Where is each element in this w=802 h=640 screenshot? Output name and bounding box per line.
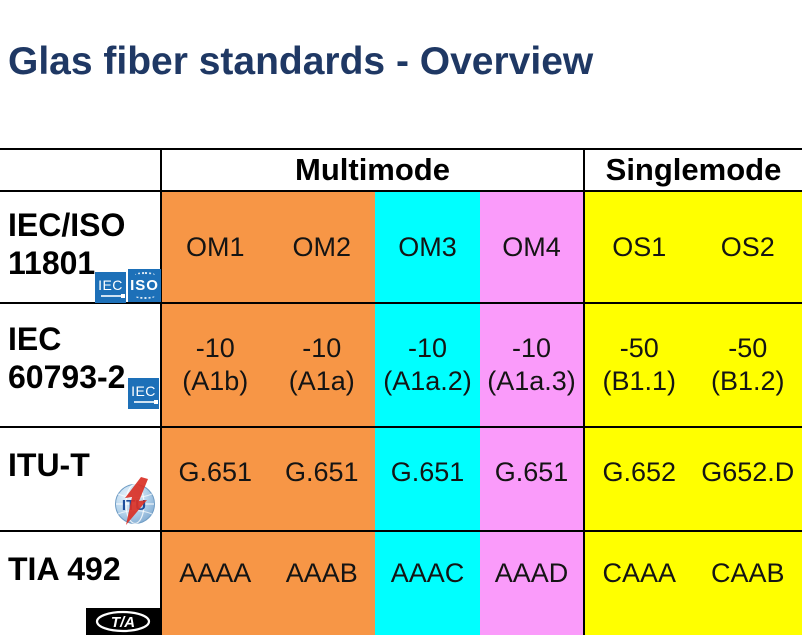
- row-label-text: TIA 492: [0, 532, 160, 588]
- cell-11801-om2: OM2: [269, 192, 376, 302]
- cell-itut-om4: G.651: [480, 428, 585, 530]
- cell-itut-os2: G652.D: [694, 428, 802, 530]
- cell-tia-os1: CAAA: [585, 532, 694, 635]
- cell-11801-om3: OM3: [375, 192, 480, 302]
- cell-60793-om1: -10(A1b): [162, 304, 269, 426]
- page-title: Glas fiber standards - Overview: [8, 40, 593, 84]
- table-row-iec-iso-11801: IEC/ISO 11801 IEC ISO OM1 OM2 OM3 OM4 OS…: [0, 192, 802, 304]
- cell-itut-om1: G.651: [162, 428, 269, 530]
- header-multimode: Multimode: [162, 150, 585, 190]
- cell-tia-om4: AAAD: [480, 532, 585, 635]
- row-label-iec-iso-11801: IEC/ISO 11801 IEC ISO: [0, 192, 162, 302]
- itu-logo: ITU: [114, 477, 156, 527]
- cell-60793-om3: -10(A1a.2): [375, 304, 480, 426]
- cell-itut-om3: G.651: [375, 428, 480, 530]
- cell-11801-os2: OS2: [694, 192, 802, 302]
- cell-tia-os2: CAAB: [694, 532, 802, 635]
- cell-tia-om1: AAAA: [162, 532, 269, 635]
- standards-table: Multimode Singlemode IEC/ISO 11801 IEC I…: [0, 148, 802, 635]
- tia-logo: T/A: [86, 608, 160, 635]
- row-label-tia-492: TIA 492 T/A: [0, 532, 162, 635]
- iec-logo: IEC: [95, 272, 126, 303]
- table-row-iec-60793-2: IEC 60793-2 IEC -10(A1b) -10(A1a) -10(A1…: [0, 304, 802, 428]
- header-empty-cell: [0, 150, 162, 190]
- table-row-itu-t: ITU-T ITU: [0, 428, 802, 532]
- cell-60793-os2: -50(B1.2): [694, 304, 802, 426]
- cell-tia-om2: AAAB: [269, 532, 376, 635]
- table-header-row: Multimode Singlemode: [0, 148, 802, 192]
- cell-11801-os1: OS1: [585, 192, 694, 302]
- cell-60793-om2: -10(A1a): [269, 304, 376, 426]
- row-label-iec-60793-2: IEC 60793-2 IEC: [0, 304, 162, 426]
- svg-text:T/A: T/A: [111, 614, 135, 631]
- header-singlemode: Singlemode: [585, 150, 802, 190]
- cell-tia-om3: AAAC: [375, 532, 480, 635]
- table-row-tia-492: TIA 492 T/A AAAA AAAB AAAC AAAD CAAA CAA…: [0, 532, 802, 635]
- iec-logo: IEC: [128, 378, 159, 409]
- cell-itut-om2: G.651: [269, 428, 376, 530]
- cell-60793-os1: -50(B1.1): [585, 304, 694, 426]
- row-label-text: ITU-T: [0, 428, 160, 484]
- cell-60793-om4: -10(A1a.3): [480, 304, 585, 426]
- iso-logo: ISO: [128, 269, 161, 302]
- cell-11801-om1: OM1: [162, 192, 269, 302]
- cell-11801-om4: OM4: [480, 192, 585, 302]
- cell-itut-os1: G.652: [585, 428, 694, 530]
- row-label-itu-t: ITU-T ITU: [0, 428, 162, 530]
